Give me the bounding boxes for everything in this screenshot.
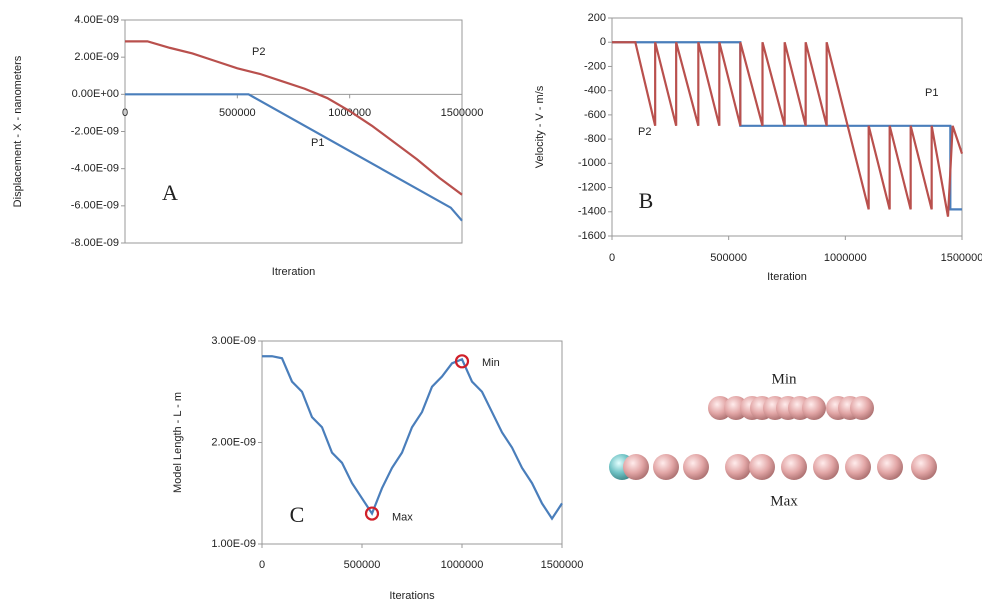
y-axis-title: Displacement - X - nanometers — [12, 55, 24, 207]
x-axis-title: Iterations — [389, 590, 435, 602]
atom — [623, 454, 649, 480]
atom — [725, 454, 751, 480]
atom — [781, 454, 807, 480]
series-line — [612, 41, 962, 211]
x-tick-label: 1000000 — [441, 559, 484, 571]
series-label: P2 — [252, 46, 265, 58]
y-tick-label: -2.00E-09 — [71, 125, 119, 137]
y-tick-label: -6.00E-09 — [71, 200, 119, 212]
marker — [454, 354, 470, 369]
atom — [683, 454, 709, 480]
series-line — [125, 40, 463, 196]
y-tick-label: -1000 — [578, 157, 606, 169]
plot-frame — [124, 19, 463, 244]
atom — [802, 396, 826, 420]
y-tick-label: -800 — [584, 133, 606, 145]
atom — [749, 454, 775, 480]
x-tick-label: 500000 — [710, 252, 747, 264]
y-tick-label: -200 — [584, 60, 606, 72]
y-tick-label: 2.00E-09 — [74, 51, 119, 63]
y-tick-label: -1200 — [578, 181, 606, 193]
x-tick-label: 0 — [609, 252, 615, 264]
illustration-label: Max — [770, 493, 798, 509]
x-tick-label: 1500000 — [541, 559, 584, 571]
series-label: P2 — [638, 126, 651, 138]
marker-label: Max — [392, 511, 413, 523]
y-tick-label: -400 — [584, 85, 606, 97]
y-tick-label: -1400 — [578, 206, 606, 218]
x-tick-label: 0 — [122, 107, 128, 119]
plot-frame — [611, 17, 963, 237]
series-label: P1 — [925, 87, 938, 99]
atom — [911, 454, 937, 480]
y-tick-label: -1600 — [578, 230, 606, 242]
y-tick-label: 0 — [600, 36, 606, 48]
series-line — [612, 41, 964, 217]
y-axis-title: Velocity - V - m/s — [534, 85, 546, 168]
series-line — [125, 93, 463, 222]
panel-label: B — [639, 188, 654, 213]
atom — [850, 396, 874, 420]
atom — [877, 454, 903, 480]
illustration-label: Min — [771, 371, 797, 387]
atom — [845, 454, 871, 480]
y-tick-label: 200 — [588, 12, 606, 24]
x-tick-label: 0 — [259, 559, 265, 571]
y-tick-label: 1.00E-09 — [211, 538, 256, 550]
atom — [653, 454, 679, 480]
x-tick-label: 1000000 — [824, 252, 867, 264]
y-tick-label: -600 — [584, 109, 606, 121]
y-tick-label: 2.00E-09 — [211, 436, 256, 448]
panel-label: C — [290, 502, 305, 527]
x-axis-title: Itreration — [272, 266, 315, 278]
x-axis-title: Iteration — [767, 271, 807, 283]
x-tick-label: 500000 — [219, 107, 256, 119]
marker-label: Min — [482, 357, 500, 369]
x-tick-label: 1000000 — [328, 107, 371, 119]
y-axis-title: Model Length - L - m — [172, 392, 184, 493]
atom — [813, 454, 839, 480]
marker — [364, 506, 380, 521]
y-tick-label: -8.00E-09 — [71, 237, 119, 249]
series-line — [262, 355, 563, 521]
x-tick-label: 500000 — [344, 559, 381, 571]
y-tick-label: 3.00E-09 — [211, 335, 256, 347]
series-label: P1 — [311, 137, 324, 149]
x-tick-label: 1500000 — [441, 107, 484, 119]
panel-label: A — [162, 180, 178, 205]
x-tick-label: 1500000 — [941, 252, 982, 264]
y-tick-label: -4.00E-09 — [71, 163, 119, 175]
y-tick-label: 0.00E+00 — [72, 88, 119, 100]
y-tick-label: 4.00E-09 — [74, 14, 119, 26]
